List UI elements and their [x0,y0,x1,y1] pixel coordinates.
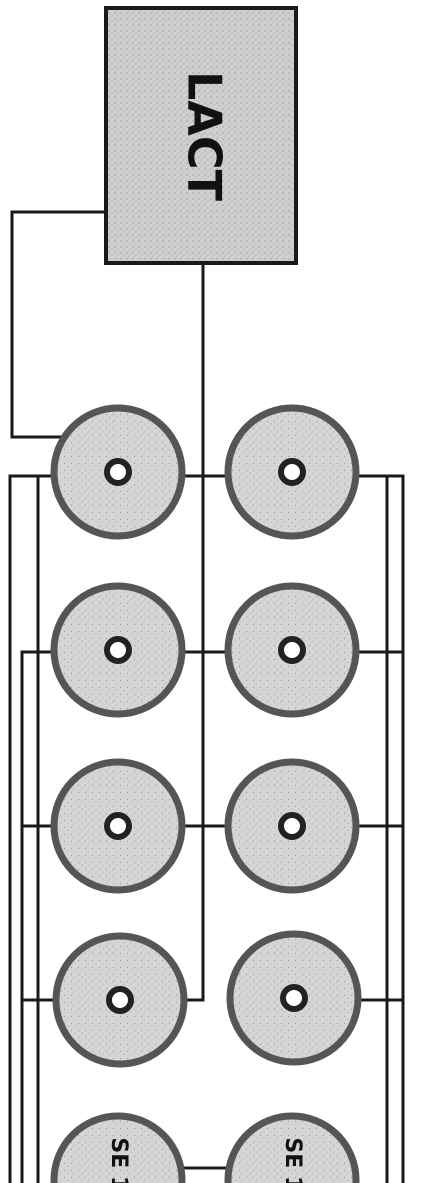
center-valve-icon [104,458,132,486]
lact-label: LACT [178,71,232,202]
connection-lines [8,210,405,1183]
tank-r2-right [224,582,360,718]
center-valve-icon [278,636,306,664]
tank-r5-right-label: SE 19 [280,1137,305,1183]
center-valve-icon [104,812,132,840]
center-valve-icon [104,636,132,664]
tank-r3-right [224,758,360,894]
center-valve-icon [278,812,306,840]
tank-r4-left [52,932,188,1068]
tank-r1-right [224,404,360,540]
tank-r5-right: SE 19 [224,1112,360,1183]
lact-unit: LACT [104,6,298,265]
tank-r1-left [50,404,186,540]
lact-box [104,6,298,265]
center-valve-icon [106,986,134,1014]
wire-lact-left [10,210,108,439]
center-valve-icon [278,458,306,486]
tank-grid: SE 19 SE 19 [50,404,362,1183]
tank-r2-left [50,582,186,718]
tank-r5-left: SE 19 [50,1112,186,1183]
tank-r3-left [50,758,186,894]
center-valve-icon [280,984,308,1012]
tank-r5-left-label: SE 19 [106,1137,131,1183]
tank-r4-right [226,930,362,1066]
